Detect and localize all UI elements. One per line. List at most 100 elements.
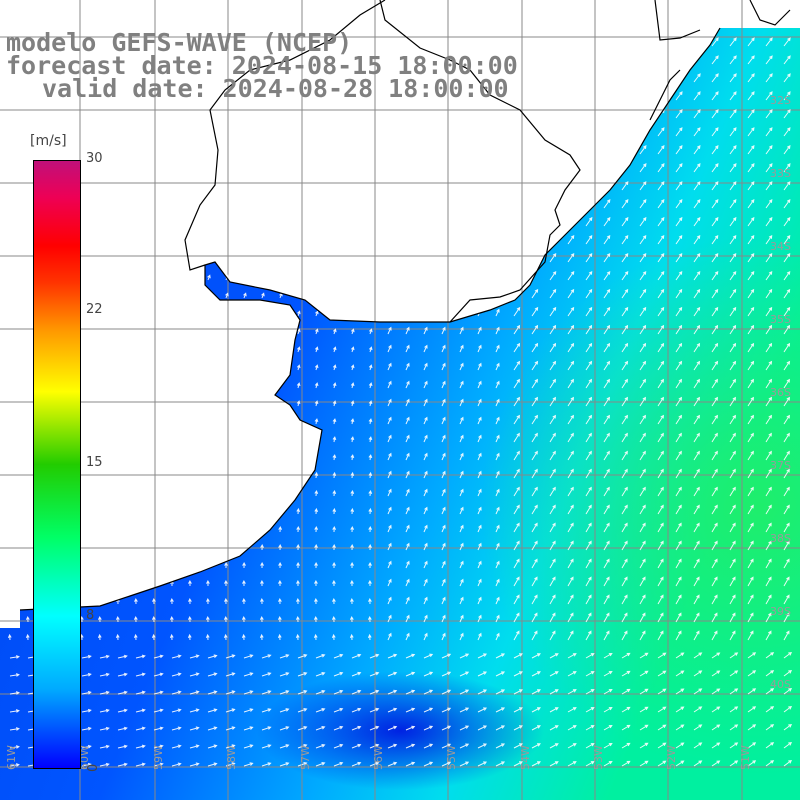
wind-arrow bbox=[729, 163, 737, 173]
wind-arrow bbox=[513, 707, 523, 713]
wind-arrow bbox=[711, 55, 719, 65]
wind-arrow bbox=[368, 597, 372, 605]
wind-arrow bbox=[765, 760, 775, 767]
wind-arrow bbox=[675, 378, 682, 389]
longitude-labels: 61W 60W 59W 58W 57W 56W 55W 54W 53W 52W 51W bbox=[5, 745, 752, 770]
wind-arrow bbox=[693, 127, 701, 137]
wind-arrow bbox=[783, 127, 791, 137]
wind-arrow bbox=[531, 396, 538, 407]
wind-arrow bbox=[477, 707, 488, 713]
wind-arrow bbox=[621, 742, 631, 749]
wind-arrow bbox=[711, 688, 721, 695]
wind-arrow bbox=[603, 558, 610, 569]
wind-arrow bbox=[747, 145, 755, 155]
wind-arrow bbox=[477, 689, 488, 695]
wind-arrow bbox=[675, 742, 685, 749]
wind-arrow bbox=[639, 342, 647, 353]
wind-arrow bbox=[549, 558, 556, 569]
wind-arrow bbox=[621, 706, 631, 713]
wind-arrow bbox=[585, 540, 592, 551]
wind-arrow bbox=[729, 324, 737, 335]
wind-arrow bbox=[603, 760, 613, 767]
wind-arrow bbox=[243, 726, 254, 731]
wind-arrow bbox=[243, 292, 247, 299]
wind-arrow bbox=[783, 759, 793, 767]
wind-arrow bbox=[459, 542, 464, 551]
wind-arrow bbox=[783, 145, 791, 155]
wind-arrow bbox=[639, 558, 646, 569]
wind-arrow bbox=[495, 653, 506, 659]
wind-arrow bbox=[675, 760, 685, 767]
wind-arrow bbox=[585, 252, 593, 263]
wind-arrow bbox=[99, 762, 110, 767]
wind-arrow bbox=[549, 360, 557, 371]
wind-arrow bbox=[567, 725, 577, 731]
wind-arrow bbox=[639, 199, 647, 209]
wind-arrow bbox=[387, 578, 392, 587]
wind-arrow bbox=[152, 597, 156, 605]
wind-arrow bbox=[747, 396, 754, 407]
lat-label: 40S bbox=[770, 678, 791, 691]
wind-arrow bbox=[693, 540, 700, 551]
wind-arrow bbox=[423, 761, 434, 767]
wind-arrow bbox=[441, 362, 446, 371]
wind-arrow bbox=[567, 486, 574, 497]
wind-arrow bbox=[153, 672, 164, 677]
wind-arrow bbox=[387, 560, 392, 569]
wind-arrow bbox=[621, 688, 631, 695]
wind-arrow bbox=[477, 452, 482, 461]
wind-arrow bbox=[765, 612, 772, 623]
wind-arrow bbox=[639, 468, 646, 479]
wind-arrow bbox=[117, 762, 128, 767]
wind-arrow bbox=[332, 418, 337, 425]
wind-arrow bbox=[531, 576, 538, 587]
wind-arrow bbox=[675, 396, 682, 407]
wind-arrow bbox=[81, 654, 92, 659]
wind-arrow bbox=[261, 708, 272, 713]
wind-arrow bbox=[657, 760, 667, 767]
wind-arrow bbox=[459, 380, 464, 389]
wind-arrow bbox=[765, 127, 773, 137]
wind-arrow bbox=[729, 706, 739, 713]
wind-arrow bbox=[549, 671, 559, 677]
wind-arrow bbox=[603, 432, 610, 443]
wind-arrow bbox=[405, 416, 410, 425]
wind-arrow bbox=[531, 725, 541, 731]
lat-label: 32S bbox=[770, 94, 791, 107]
wind-arrow bbox=[531, 689, 541, 695]
wind-arrow bbox=[206, 597, 210, 605]
wind-arrow bbox=[387, 452, 392, 461]
wind-arrow bbox=[657, 414, 664, 425]
wind-arrow bbox=[585, 653, 595, 659]
wind-arrow bbox=[567, 414, 574, 425]
wind-arrow bbox=[567, 396, 574, 407]
wind-arrow bbox=[349, 633, 354, 641]
wind-arrow bbox=[295, 633, 300, 641]
wind-arrow bbox=[423, 743, 434, 749]
wind-arrow bbox=[657, 288, 665, 299]
wind-arrow bbox=[747, 706, 757, 713]
wind-arrow bbox=[405, 614, 410, 623]
wind-arrow bbox=[585, 306, 593, 317]
lat-label: 35S bbox=[770, 313, 791, 326]
wind-arrow bbox=[495, 326, 500, 335]
wind-arrow bbox=[711, 109, 719, 119]
wind-arrow bbox=[585, 630, 592, 641]
wind-arrow bbox=[332, 382, 337, 389]
wind-arrow bbox=[747, 37, 755, 47]
wind-arrow bbox=[603, 342, 611, 353]
wind-arrow bbox=[567, 306, 575, 317]
wind-arrow bbox=[243, 744, 254, 749]
wind-arrow bbox=[657, 181, 665, 191]
wind-arrow bbox=[747, 576, 754, 587]
wind-arrow bbox=[351, 761, 362, 767]
wind-arrow bbox=[747, 540, 754, 551]
wind-arrow bbox=[765, 558, 772, 569]
wind-arrow bbox=[567, 360, 575, 371]
wind-arrow bbox=[117, 708, 128, 713]
wind-arrow bbox=[567, 234, 575, 245]
wind-arrow bbox=[657, 670, 667, 677]
wind-arrow bbox=[135, 744, 146, 749]
wind-arrow bbox=[747, 199, 755, 209]
wind-arrow bbox=[224, 579, 228, 587]
